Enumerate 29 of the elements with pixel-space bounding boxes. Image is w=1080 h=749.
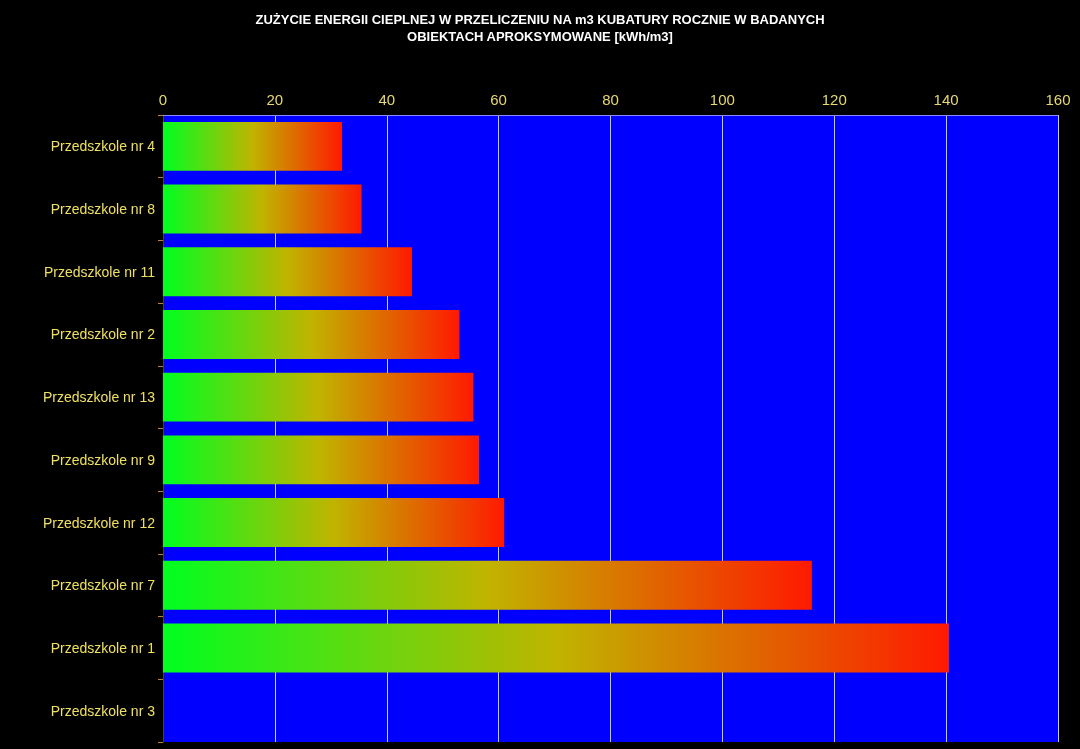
x-tick-label: 100 xyxy=(709,91,735,108)
bar xyxy=(163,435,480,485)
y-tick-label: Przedszkole nr 9 xyxy=(50,451,156,468)
x-tick-label: 60 xyxy=(490,91,507,108)
y-tick-label: Przedszkole nr 12 xyxy=(42,514,156,531)
y-tick-label: Przedszkole nr 13 xyxy=(42,389,156,406)
bar xyxy=(163,623,949,673)
y-tick-label: Przedszkole nr 8 xyxy=(50,201,156,218)
x-tick-label: 40 xyxy=(378,91,396,108)
x-tick-label: 20 xyxy=(266,91,284,108)
y-tick-label: Przedszkole nr 7 xyxy=(50,577,156,594)
x-tick-label: 80 xyxy=(602,91,619,108)
bar xyxy=(163,498,505,547)
x-tick-label: 160 xyxy=(1045,91,1071,108)
x-tick-label: 120 xyxy=(821,91,847,108)
bar xyxy=(163,247,412,297)
y-tick-label: Przedszkole nr 11 xyxy=(43,263,156,280)
bar xyxy=(163,310,460,359)
bar xyxy=(163,372,474,422)
chart-title: ZUŻYCIE ENERGII CIEPLNEJ W PRZELICZENIU NA m3 KUBATURY ROCZNIE W BADANYCH OBIEKTACH APROKSYMOWANE [kWh/m3] xyxy=(255,12,825,44)
y-tick-label: Przedszkole nr 1 xyxy=(50,639,156,656)
bar xyxy=(163,121,342,171)
y-tick-label: Przedszkole nr 4 xyxy=(50,138,156,155)
y-tick-label: Przedszkole nr 2 xyxy=(50,326,156,343)
x-tick-label: 140 xyxy=(933,91,959,108)
x-tick-label: 0 xyxy=(158,91,168,108)
bar xyxy=(163,560,812,610)
bar xyxy=(163,184,362,234)
y-tick-label: Przedszkole nr 3 xyxy=(50,702,156,719)
